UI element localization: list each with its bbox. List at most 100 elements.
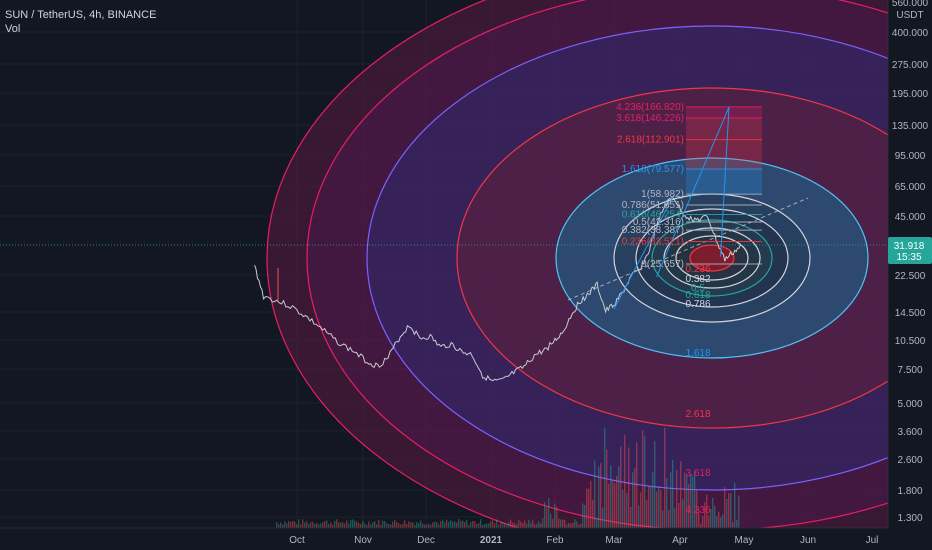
volume-indicator-label[interactable]: Vol	[5, 23, 21, 35]
volume-bar	[322, 522, 324, 528]
volume-bar	[580, 524, 582, 528]
volume-bar	[282, 524, 284, 528]
price-axis-unit: USDT	[896, 10, 923, 21]
volume-bar	[520, 521, 522, 528]
volume-bar	[548, 497, 550, 528]
fib-level-label: 2.618(112.901)	[617, 135, 684, 146]
volume-bar	[412, 522, 414, 528]
volume-bar	[728, 493, 730, 528]
volume-bar	[338, 522, 340, 528]
fib-level-label: 4.236(166.820)	[616, 102, 684, 113]
volume-bar	[424, 524, 426, 528]
volume-bar	[444, 522, 446, 528]
volume-bar	[436, 521, 438, 528]
volume-bar	[698, 509, 700, 528]
volume-bar	[584, 505, 586, 528]
volume-bar	[474, 520, 476, 528]
price-tick-label: 1.800	[897, 486, 922, 497]
volume-bar	[586, 488, 588, 528]
volume-bar	[392, 521, 394, 528]
volume-bar	[362, 520, 364, 528]
fib-circle-label: 0.236	[685, 264, 710, 275]
volume-bar	[508, 522, 510, 528]
volume-bar	[302, 519, 304, 528]
volume-bar	[462, 520, 464, 528]
price-tick-label: 275.000	[892, 60, 929, 71]
time-axis[interactable]: Oct Nov Dec 2021 Feb Mar Apr May Jun Jul	[0, 527, 932, 550]
volume-bar	[312, 521, 314, 528]
fib-extension-box[interactable]	[613, 106, 762, 310]
volume-bar	[732, 521, 734, 528]
last-price-badge: 31.918 15:35	[888, 237, 932, 264]
fib-band	[686, 106, 762, 118]
volume-bar	[334, 520, 336, 528]
volume-bar	[514, 522, 516, 528]
volume-bar	[360, 523, 362, 528]
volume-bar	[560, 519, 562, 528]
volume-bar	[700, 523, 702, 528]
volume-bar	[602, 507, 604, 528]
volume-bar	[492, 520, 494, 528]
volume-bar	[422, 523, 424, 528]
volume-bar	[420, 520, 422, 528]
volume-bar	[318, 524, 320, 528]
volume-bar	[276, 522, 278, 528]
volume-bar	[448, 522, 450, 528]
volume-bar	[672, 459, 674, 528]
volume-bar	[522, 522, 524, 528]
volume-bar	[348, 523, 350, 528]
volume-bar	[638, 505, 640, 528]
time-tick-label: Dec	[417, 535, 435, 546]
volume-bar	[534, 524, 536, 528]
volume-bar	[632, 472, 634, 528]
fib-circle-label: 3.618	[685, 468, 710, 479]
volume-bar	[484, 523, 486, 528]
volume-bar	[670, 472, 672, 528]
fib-band	[686, 117, 762, 140]
volume-bar	[726, 498, 728, 528]
volume-bar	[506, 524, 508, 528]
volume-bar	[460, 521, 462, 528]
volume-bar	[366, 524, 368, 528]
volume-bar	[502, 522, 504, 528]
volume-bar	[482, 524, 484, 528]
volume-bar	[358, 523, 360, 528]
time-tick-label: Feb	[546, 535, 564, 546]
volume-bar	[320, 523, 322, 528]
volume-bar	[692, 476, 694, 528]
fib-level-label: 1.618(79.577)	[622, 164, 684, 175]
volume-bar	[432, 522, 434, 528]
volume-bar	[440, 521, 442, 528]
volume-bar	[410, 522, 412, 528]
symbol-title[interactable]: SUN / TetherUS, 4h, BINANCE	[5, 9, 157, 21]
volume-bar	[568, 522, 570, 528]
fib-circle-label: 0.382	[685, 274, 710, 285]
volume-bar	[620, 446, 622, 528]
volume-bar	[342, 522, 344, 528]
volume-bar	[626, 492, 628, 528]
volume-bar	[650, 486, 652, 528]
volume-bar	[404, 520, 406, 528]
volume-bar	[496, 519, 498, 528]
fib-band	[686, 139, 762, 170]
fib-extension-trend	[656, 106, 730, 278]
fib-level-label: 0.5(42.316)	[633, 217, 684, 228]
fib-circle-label: 0.786	[685, 299, 710, 310]
time-tick-label: 2021	[480, 535, 503, 546]
volume-bar	[610, 465, 612, 528]
price-axis[interactable]: 560.000 USDT 400.000 275.000 195.000 135.00…	[887, 0, 932, 530]
volume-bar	[382, 520, 384, 528]
volume-bar	[662, 510, 664, 528]
volume-bar	[598, 467, 600, 528]
volume-bar	[668, 510, 670, 528]
volume-bar	[524, 520, 526, 528]
volume-bar	[734, 482, 736, 528]
fib-circles	[266, 0, 932, 550]
price-tick-label: 10.500	[895, 336, 926, 347]
price-tick-label: 3.600	[897, 427, 922, 438]
price-tick-label: 95.000	[895, 151, 926, 162]
fib-extension-base	[613, 195, 675, 310]
volume-bar	[656, 491, 658, 528]
volume-bar	[310, 522, 312, 528]
